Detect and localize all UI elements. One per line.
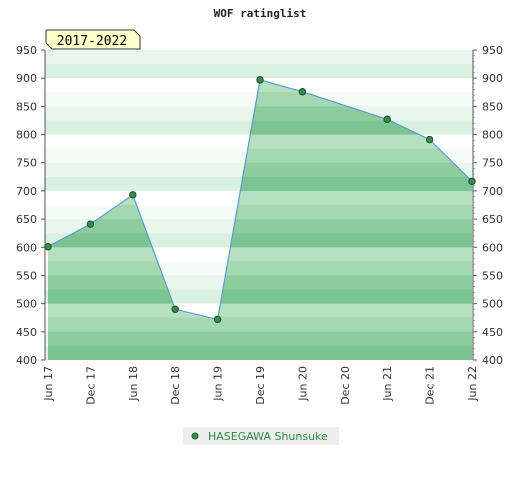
data-point — [298, 88, 307, 96]
x-tick-label: Jun 22 — [466, 366, 479, 402]
data-point — [129, 191, 137, 199]
y-tick-label-left: 950 — [16, 44, 37, 57]
x-tick-label: Jun 17 — [42, 366, 55, 402]
area-band — [48, 275, 472, 290]
x-tick-label: Dec 18 — [169, 366, 182, 405]
area-band — [48, 289, 472, 304]
y-tick-label-right: 650 — [482, 213, 503, 226]
data-point — [44, 243, 52, 251]
area-band — [48, 233, 472, 248]
period-badge-box — [45, 29, 141, 50]
data-markers — [44, 76, 476, 324]
data-point — [213, 315, 222, 324]
x-axis: Jun 17 Dec 17 Jun 18 Dec 18 Jun 19 Dec 19 Jun … — [42, 366, 479, 405]
y-tick-label-left: 750 — [16, 157, 37, 170]
x-tick-label: Jun 18 — [127, 366, 140, 402]
y-tick-label-left: 600 — [16, 241, 37, 254]
y-tick-label-left: 500 — [16, 298, 37, 311]
legend-marker — [191, 432, 199, 440]
y-tick-label-right: 550 — [482, 269, 503, 282]
y-tick-label-left: 650 — [16, 213, 37, 226]
x-tick-label: Jun 20 — [296, 366, 309, 402]
y-tick-label-right: 700 — [482, 185, 503, 198]
period-badge: 2017-2022 — [45, 29, 141, 50]
y-tick-label-right: 500 — [482, 298, 503, 311]
data-point — [86, 220, 95, 228]
y-tick-label-left: 800 — [16, 129, 37, 142]
y-tick-label-left: 450 — [16, 326, 37, 339]
data-point — [468, 177, 476, 186]
background-band — [45, 50, 473, 65]
area-band — [48, 219, 472, 234]
data-point — [425, 135, 434, 144]
y-tick-label-right: 950 — [482, 44, 503, 57]
x-tick-label: Jun 19 — [212, 366, 225, 402]
y-tick-label-right: 800 — [482, 129, 503, 142]
area-band — [48, 261, 472, 276]
period-badge-label: 2017-2022 — [57, 34, 127, 49]
y-axis-left: 950 900 850 800 750 700 650 600 550 500 450 400 — [16, 44, 37, 367]
area-band — [48, 331, 472, 346]
y-tick-label-right: 450 — [482, 326, 503, 339]
data-point — [383, 115, 391, 124]
area-band — [48, 247, 472, 262]
x-tick-label: Dec 17 — [84, 366, 97, 405]
axis-lines — [41, 49, 477, 361]
data-point — [171, 305, 179, 313]
y-tick-label-right: 850 — [482, 100, 503, 113]
y-tick-label-left: 550 — [16, 269, 37, 282]
data-point — [256, 76, 264, 84]
x-tick-label: Dec 19 — [254, 366, 267, 405]
x-tick-label: Dec 20 — [339, 366, 352, 405]
series-line — [47, 79, 473, 321]
y-tick-label-right: 600 — [482, 241, 503, 254]
y-tick-label-left: 400 — [16, 354, 37, 367]
x-tick-label: Dec 21 — [424, 366, 437, 405]
y-tick-label-right: 750 — [482, 157, 503, 170]
x-tick-label: Jun 21 — [381, 366, 394, 402]
y-tick-label-right: 900 — [482, 72, 503, 85]
y-tick-label-left: 900 — [16, 72, 37, 85]
legend-label: HASEGAWA Shunsuke — [208, 430, 328, 443]
legend-box — [183, 427, 339, 445]
y-tick-label-right: 400 — [482, 354, 503, 367]
background-band — [45, 64, 473, 79]
y-tick-label-left: 700 — [16, 185, 37, 198]
y-axis-right: 950 900 850 800 750 700 650 600 550 500 450 400 — [482, 44, 503, 367]
area-band — [48, 317, 472, 332]
area-band — [48, 303, 472, 318]
y-tick-label-left: 850 — [16, 100, 37, 113]
legend: HASEGAWA Shunsuke — [183, 427, 339, 445]
chart-title: WOF ratinglist — [214, 7, 307, 20]
area-band — [48, 345, 472, 360]
